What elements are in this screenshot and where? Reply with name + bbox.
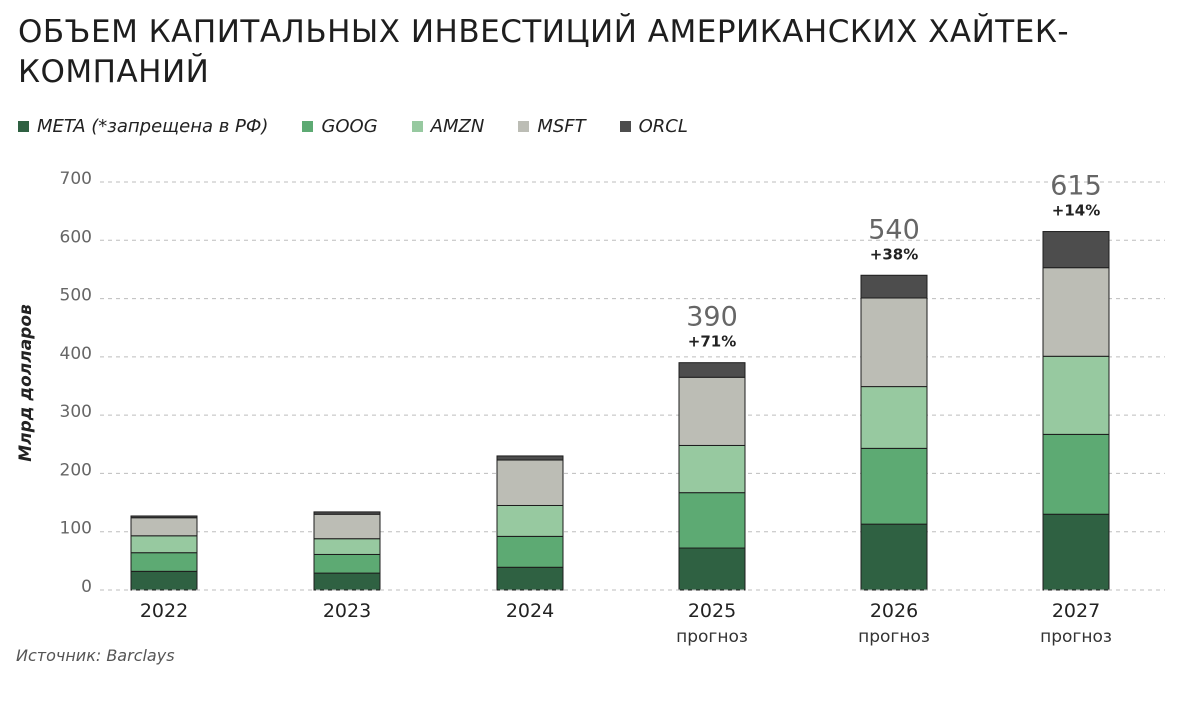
legend: META (*запрещена в РФ) GOOG AMZN MSFT OR… bbox=[18, 114, 722, 138]
x-tick-sublabel: прогноз bbox=[1040, 627, 1112, 647]
y-tick-label: 100 bbox=[60, 519, 92, 539]
bar-segment-amzn-2023 bbox=[313, 538, 381, 555]
y-axis-label: Млрд долларов bbox=[16, 304, 36, 462]
bar-segment-goog-2027 bbox=[1042, 433, 1110, 515]
growth-label: +71% bbox=[688, 333, 736, 351]
bar-segment-amzn-2024 bbox=[496, 504, 564, 537]
y-tick-label: 700 bbox=[60, 169, 92, 189]
legend-label-meta: META (*запрещена в РФ) bbox=[37, 115, 269, 137]
growth-label: +38% bbox=[870, 245, 918, 263]
legend-item-amzn: AMZN bbox=[411, 115, 485, 137]
x-tick-sublabel: прогноз bbox=[858, 627, 930, 647]
bar-segment-msft-2025 bbox=[678, 376, 746, 446]
legend-swatch-goog bbox=[302, 120, 314, 132]
x-tick-sublabel: прогноз bbox=[676, 627, 748, 647]
x-tick-label: 2026 bbox=[870, 600, 918, 622]
bar-segment-orcl-2022 bbox=[130, 515, 198, 519]
bar-segment-orcl-2025 bbox=[678, 362, 746, 378]
growth-label: +14% bbox=[1052, 202, 1100, 220]
chart-title: Объем капитальных инвестиций американски… bbox=[18, 14, 1070, 90]
bar-segment-amzn-2025 bbox=[678, 444, 746, 494]
bar-segment-meta-2022 bbox=[130, 570, 198, 591]
total-label: 615 bbox=[1050, 171, 1102, 202]
y-tick-label: 200 bbox=[60, 460, 92, 480]
bar-segment-goog-2025 bbox=[678, 492, 746, 549]
x-tick-label: 2024 bbox=[506, 600, 554, 622]
y-tick-label: 0 bbox=[81, 577, 92, 597]
legend-swatch-amzn bbox=[411, 120, 423, 132]
bar-segment-meta-2027 bbox=[1042, 513, 1110, 591]
x-tick-label: 2023 bbox=[323, 600, 371, 622]
bar-segment-goog-2024 bbox=[496, 535, 564, 568]
bar-segment-orcl-2026 bbox=[860, 274, 928, 299]
legend-swatch-msft bbox=[518, 120, 530, 132]
legend-label-orcl: ORCL bbox=[638, 115, 688, 137]
bar-segment-msft-2024 bbox=[496, 459, 564, 506]
bar-segment-goog-2026 bbox=[860, 447, 928, 525]
legend-label-amzn: AMZN bbox=[430, 115, 485, 137]
bar-segment-orcl-2027 bbox=[1042, 231, 1110, 269]
bar-segment-meta-2025 bbox=[678, 547, 746, 591]
bar-segment-meta-2023 bbox=[313, 572, 381, 591]
y-tick-label: 400 bbox=[60, 344, 92, 364]
legend-item-orcl: ORCL bbox=[619, 115, 688, 137]
y-tick-label: 300 bbox=[60, 402, 92, 422]
bar-segment-orcl-2023 bbox=[313, 511, 381, 515]
legend-swatch-meta bbox=[18, 120, 29, 132]
legend-label-msft: MSFT bbox=[537, 115, 586, 137]
bar-segment-orcl-2024 bbox=[496, 455, 564, 461]
bar-segment-amzn-2022 bbox=[130, 535, 198, 554]
legend-swatch-orcl bbox=[619, 120, 631, 132]
x-tick-label: 2022 bbox=[140, 600, 188, 622]
total-label: 540 bbox=[868, 214, 920, 245]
bar-segment-goog-2022 bbox=[130, 552, 198, 572]
bar-segment-meta-2026 bbox=[860, 523, 928, 591]
x-tick-label: 2025 bbox=[688, 600, 736, 622]
bar-segment-meta-2024 bbox=[496, 566, 564, 591]
source-note: Источник: Barclays bbox=[16, 646, 175, 665]
bar-segment-msft-2027 bbox=[1042, 267, 1110, 357]
bar-segment-msft-2023 bbox=[313, 513, 381, 540]
bar-segment-msft-2022 bbox=[130, 517, 198, 537]
bar-segment-goog-2023 bbox=[313, 553, 381, 574]
legend-item-msft: MSFT bbox=[518, 115, 586, 137]
legend-item-meta: META (*запрещена в РФ) bbox=[18, 116, 268, 137]
y-tick-label: 500 bbox=[60, 286, 92, 306]
legend-label-goog: GOOG bbox=[321, 115, 378, 137]
bar-segment-amzn-2027 bbox=[1042, 355, 1110, 435]
y-tick-label: 600 bbox=[60, 227, 92, 247]
bar-segment-msft-2026 bbox=[860, 297, 928, 388]
total-label: 390 bbox=[686, 302, 738, 333]
x-tick-label: 2027 bbox=[1052, 600, 1100, 622]
bar-segment-amzn-2026 bbox=[860, 386, 928, 449]
legend-item-goog: GOOG bbox=[302, 115, 378, 137]
